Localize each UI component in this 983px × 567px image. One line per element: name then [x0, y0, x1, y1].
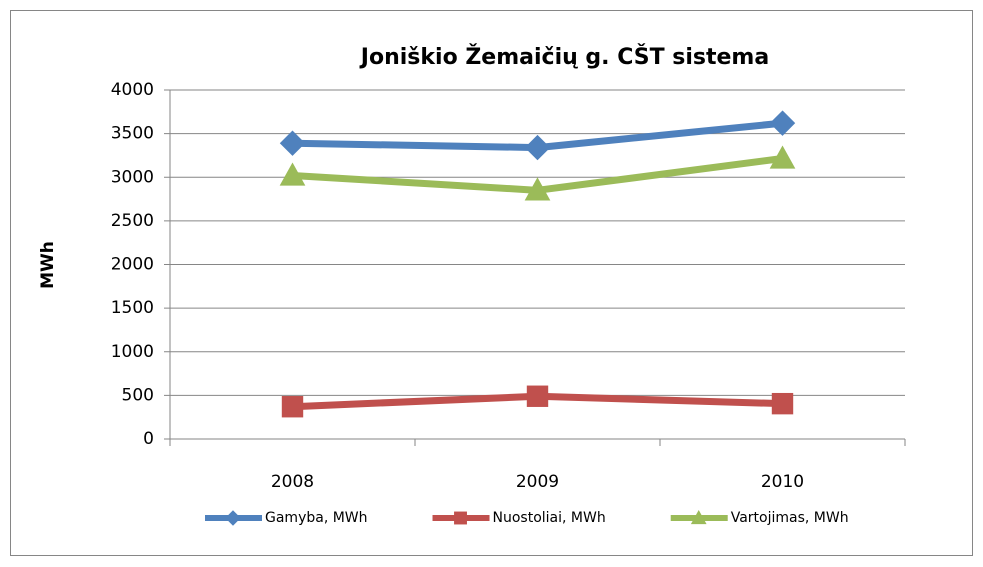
chart-border	[10, 10, 973, 556]
y-tick-label: 0	[143, 429, 154, 449]
x-tick-label: 2009	[516, 472, 559, 492]
legend-label: Gamyba, MWh	[265, 510, 368, 526]
y-tick-label: 4000	[111, 80, 154, 100]
y-tick-label: 2000	[111, 255, 154, 275]
marker	[769, 110, 796, 136]
y-axis-label: MWh	[38, 241, 58, 289]
x-tick-label: 2008	[271, 472, 314, 492]
legend-label: Nuostoliai, MWh	[493, 510, 606, 526]
legend-marker	[225, 510, 241, 526]
marker	[524, 134, 551, 161]
marker	[526, 385, 549, 407]
y-tick-label: 3500	[111, 124, 154, 144]
marker	[769, 145, 796, 169]
marker	[279, 162, 306, 186]
marker	[279, 130, 306, 156]
marker	[771, 392, 794, 415]
y-tick-label: 2500	[111, 211, 154, 231]
legend-marker	[690, 509, 707, 525]
marker	[281, 396, 304, 418]
legend-marker	[454, 511, 467, 525]
y-tick-label: 1500	[111, 298, 154, 318]
chart-title: Joniškio Žemaičių g. CŠT sistema	[359, 44, 769, 70]
y-tick-label: 3000	[111, 167, 154, 187]
marker	[524, 177, 551, 201]
y-tick-label: 500	[122, 385, 154, 405]
x-tick-label: 2010	[761, 472, 804, 492]
legend-label: Vartojimas, MWh	[731, 510, 849, 526]
y-tick-label: 1000	[111, 342, 154, 362]
